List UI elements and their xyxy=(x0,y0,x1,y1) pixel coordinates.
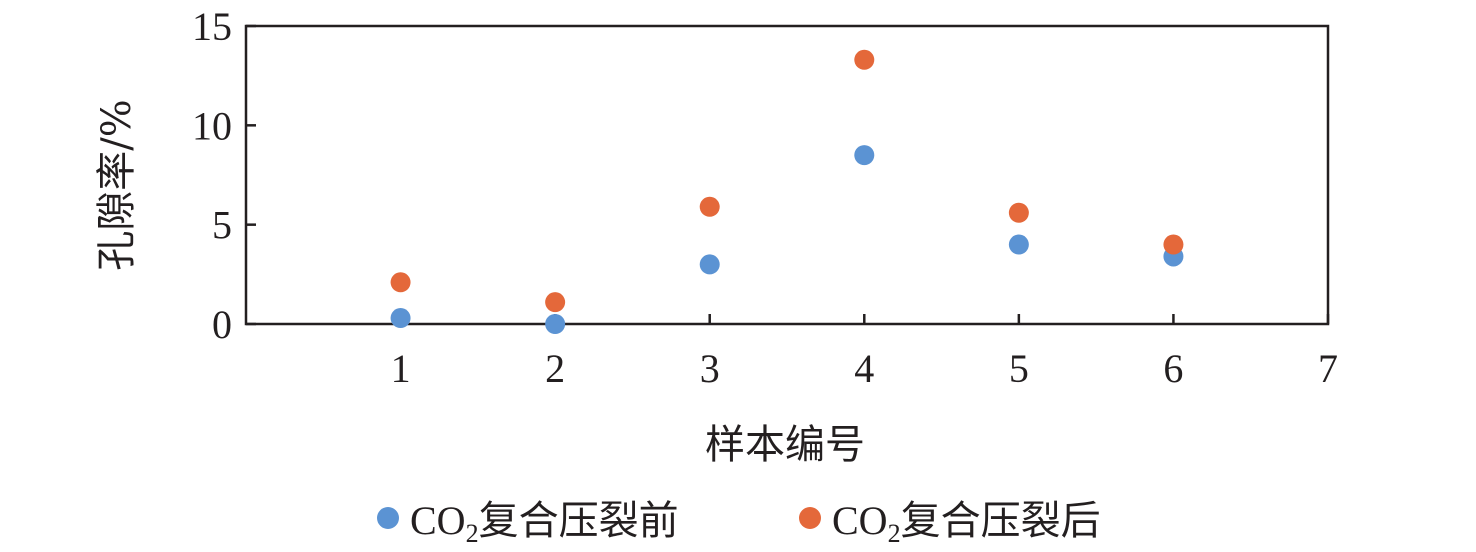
data-points xyxy=(390,49,1184,334)
data-point-after xyxy=(390,272,411,293)
y-tick-label: 5 xyxy=(212,203,232,248)
data-point-after xyxy=(1008,202,1029,223)
legend-label-after: CO2复合压裂后 xyxy=(832,498,1101,548)
data-point-before xyxy=(545,314,566,334)
y-tick-label: 10 xyxy=(192,103,232,148)
x-axis-ticks: 1 2 3 4 5 6 7 xyxy=(391,314,1338,391)
y-axis-title: 孔隙率/% xyxy=(94,99,140,270)
x-tick-label: 6 xyxy=(1163,346,1183,391)
data-point-before xyxy=(699,254,720,275)
data-point-before xyxy=(854,145,875,166)
legend-item-before: CO2复合压裂前 xyxy=(377,498,679,548)
x-tick-label: 2 xyxy=(545,346,565,391)
data-point-after xyxy=(699,196,720,217)
legend: CO2复合压裂前 CO2复合压裂后 xyxy=(377,498,1101,548)
legend-item-after: CO2复合压裂后 xyxy=(799,498,1101,548)
data-point-before xyxy=(390,308,411,329)
x-tick-label: 3 xyxy=(700,346,720,391)
y-tick-label: 15 xyxy=(192,4,232,49)
data-point-after xyxy=(1163,234,1184,255)
x-tick-label: 4 xyxy=(854,346,874,391)
y-axis-ticks: 0 5 10 15 xyxy=(192,4,256,347)
legend-marker-before xyxy=(377,507,399,529)
x-tick-label: 5 xyxy=(1009,346,1029,391)
y-tick-label: 0 xyxy=(212,302,232,347)
legend-marker-after xyxy=(799,507,821,529)
data-point-after xyxy=(545,292,566,313)
data-point-after xyxy=(854,49,875,70)
x-tick-label: 1 xyxy=(391,346,411,391)
plot-area-frame xyxy=(244,24,1330,326)
x-axis-title: 样本编号 xyxy=(705,422,865,468)
data-point-before xyxy=(1008,234,1029,255)
legend-label-before: CO2复合压裂前 xyxy=(410,498,679,548)
x-tick-label: 7 xyxy=(1318,346,1338,391)
